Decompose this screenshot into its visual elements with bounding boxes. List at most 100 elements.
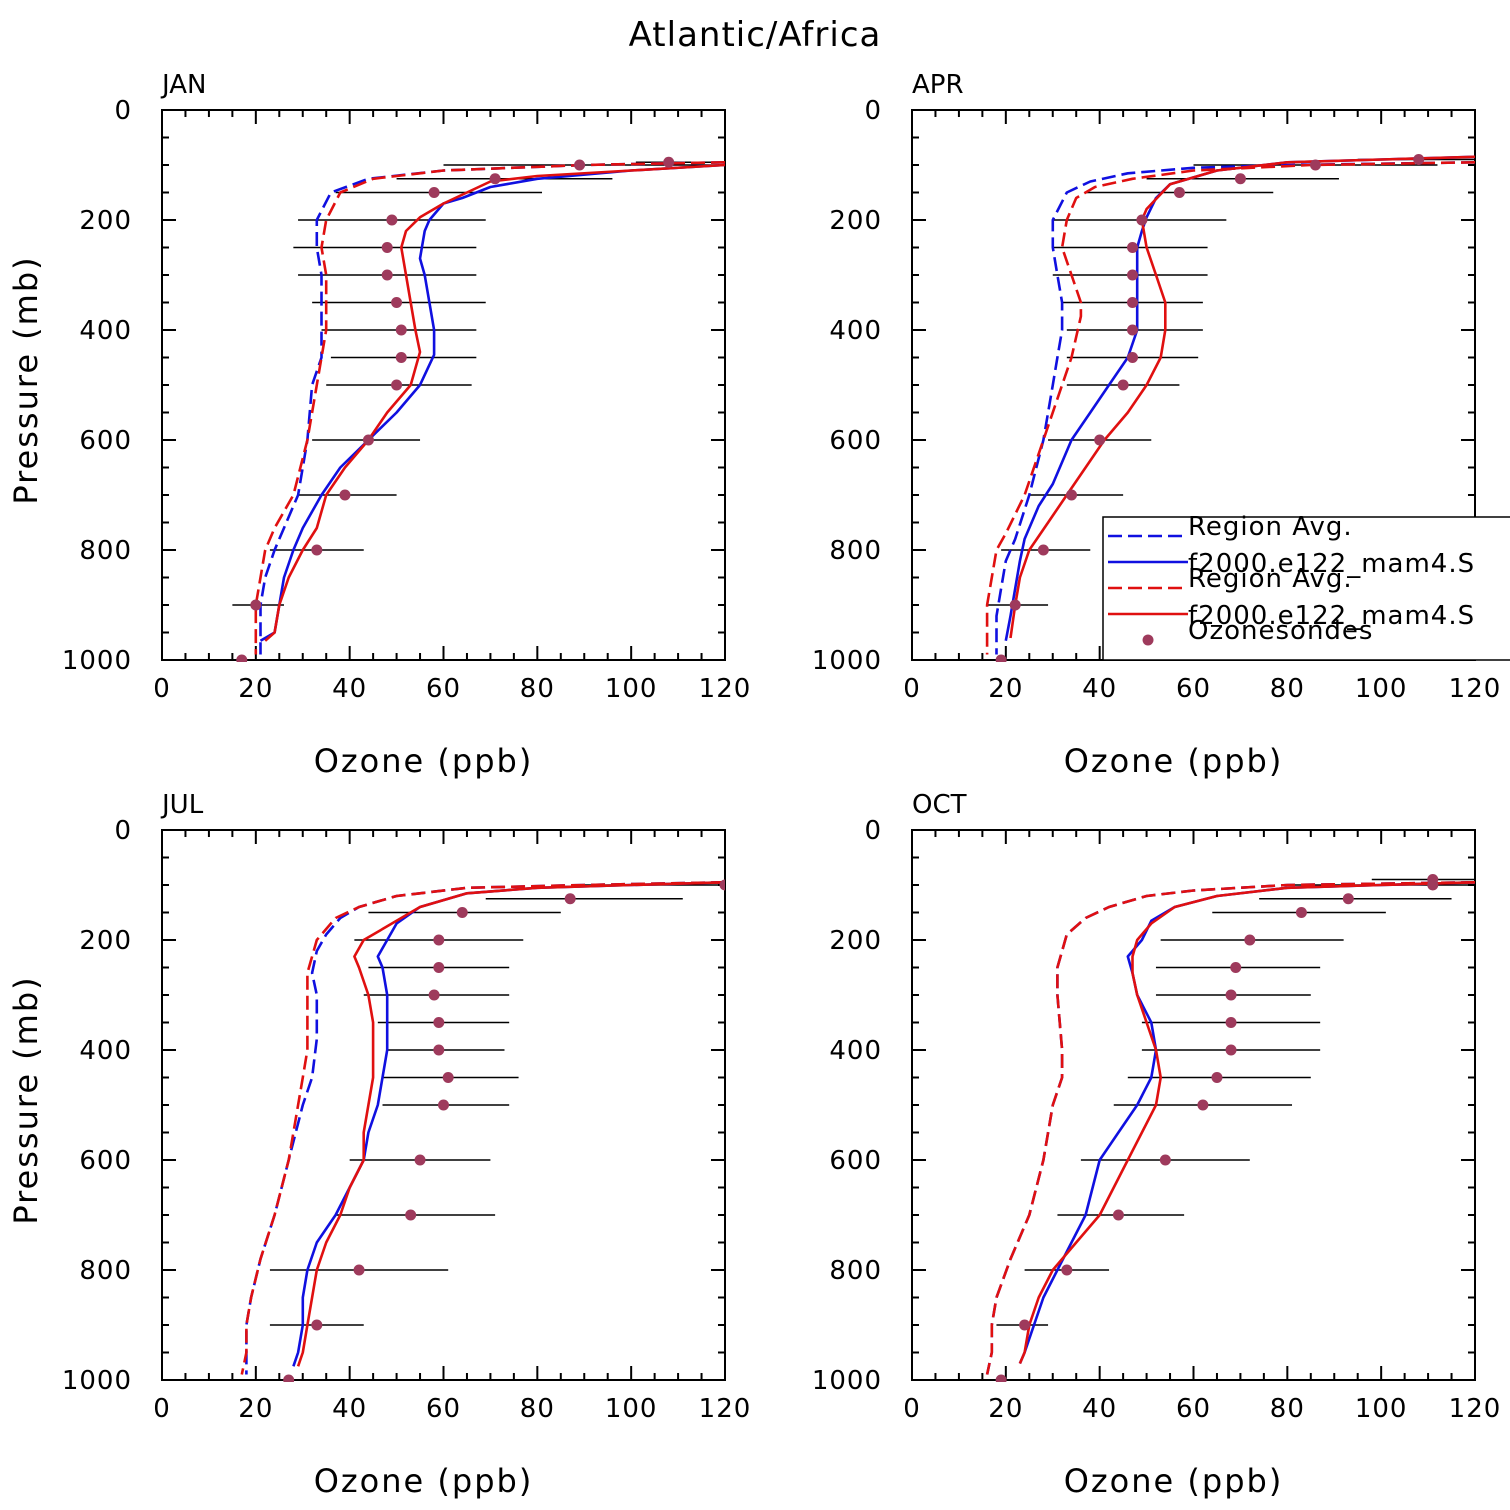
x-axis-label: Ozone (ppb)	[1064, 742, 1284, 780]
panel-title: JAN	[160, 70, 206, 100]
obs-point	[1127, 352, 1139, 363]
obs-point	[1211, 1072, 1223, 1083]
x-tick-label: 20	[238, 1394, 273, 1424]
obs-point	[1019, 1319, 1031, 1331]
obs-point	[381, 242, 393, 253]
y-tick-label: 600	[829, 426, 882, 456]
x-tick-label: 40	[1082, 674, 1117, 704]
obs-point	[433, 962, 445, 973]
x-tick-label: 60	[1176, 1394, 1211, 1424]
obs-point	[995, 654, 1007, 662]
x-tick-label: 20	[238, 674, 273, 704]
obs-point	[1225, 1044, 1237, 1056]
obs-point	[1225, 1017, 1237, 1028]
obs-point	[395, 324, 407, 336]
x-tick-label: 20	[988, 674, 1023, 704]
x-tick-label: 100	[1355, 674, 1408, 704]
y-tick-label: 1000	[62, 646, 132, 676]
legend-marker	[1142, 634, 1154, 646]
x-tick-label: 20	[988, 1394, 1023, 1424]
x-tick-label: 100	[605, 1394, 658, 1424]
obs-point	[1159, 1154, 1171, 1166]
obs-point	[1037, 544, 1049, 556]
obs-point	[433, 1017, 445, 1028]
obs-point	[362, 434, 374, 446]
obs-point	[456, 907, 468, 918]
y-tick-label: 0	[864, 96, 882, 126]
x-tick-label: 0	[153, 674, 171, 704]
obs-point	[433, 1044, 445, 1056]
y-tick-label: 800	[79, 536, 132, 566]
series-line-4	[296, 881, 725, 1367]
plot-area	[240, 879, 725, 1382]
x-axis-label: Ozone (ppb)	[314, 742, 534, 780]
y-axis-label: Pressure (mb)	[7, 255, 45, 504]
x-tick-label: 120	[1449, 674, 1502, 704]
obs-point	[1136, 214, 1148, 226]
legend-label: Region Avg.	[1188, 564, 1353, 594]
x-tick-label: 0	[903, 674, 921, 704]
obs-point	[1295, 907, 1307, 918]
series-line-4	[1018, 881, 1475, 1365]
obs-point	[1127, 269, 1139, 281]
obs-point	[1173, 187, 1185, 198]
x-tick-label: 120	[699, 1394, 752, 1424]
obs-point	[311, 1319, 323, 1331]
y-tick-label: 600	[79, 1146, 132, 1176]
obs-point	[1234, 173, 1246, 185]
y-tick-label: 800	[829, 1256, 882, 1286]
obs-point	[663, 156, 675, 168]
x-tick-label: 80	[1270, 674, 1305, 704]
obs-point	[995, 1374, 1007, 1382]
obs-point	[386, 214, 398, 226]
panel-title: JUL	[160, 790, 204, 820]
panel-jul: JUL 0 20 40 60 80 100 120 0 200 400 600 800 1000 Ozone…	[7, 790, 752, 1500]
obs-point	[1413, 154, 1425, 165]
panel-jan: JAN 0 20 40 60 80 100 120 0 200 400 600 800 1000 Ozone…	[7, 70, 752, 780]
obs-point	[1225, 989, 1237, 1001]
series-line-1	[245, 881, 725, 1375]
x-tick-label: 40	[1082, 1394, 1117, 1424]
x-tick-label: 120	[699, 674, 752, 704]
plot-area	[977, 874, 1475, 1382]
x-tick-label: 60	[426, 1394, 461, 1424]
x-tick-label: 100	[605, 674, 658, 704]
obs-point	[391, 297, 403, 308]
obs-point	[1309, 159, 1321, 171]
y-axis-label: Pressure (mb)	[7, 975, 45, 1224]
y-tick-label: 800	[829, 536, 882, 566]
figure-title: Atlantic/Africa	[629, 15, 882, 55]
x-tick-label: 40	[332, 1394, 367, 1424]
legend-label: f2000.e122_mam4.S	[1188, 601, 1475, 631]
obs-point	[1127, 297, 1139, 308]
series-line-4	[1009, 155, 1475, 639]
y-tick-label: 200	[829, 926, 882, 956]
obs-point	[1244, 934, 1256, 946]
obs-point	[311, 544, 323, 556]
obs-point	[428, 989, 440, 1001]
obs-point	[1061, 1264, 1073, 1276]
panel-title: APR	[912, 70, 964, 100]
obs-point	[236, 654, 248, 662]
x-tick-label: 0	[153, 1394, 171, 1424]
panel-apr: APR 0 20 40 60 80 100 120 0 200 400 600 800 1000 Ozone…	[812, 70, 1510, 780]
y-tick-label: 600	[829, 1146, 882, 1176]
legend-label: Region Avg.	[1188, 512, 1353, 542]
series-line-2	[259, 163, 725, 642]
y-tick-label: 1000	[812, 1366, 882, 1396]
series-line-3	[985, 881, 1475, 1375]
legend-label: Ozonesondes	[1188, 616, 1373, 646]
x-axis-label: Ozone (ppb)	[314, 1462, 534, 1500]
y-tick-label: 0	[114, 816, 132, 846]
obs-point	[353, 1264, 365, 1276]
obs-point	[283, 1374, 295, 1382]
y-tick-label: 0	[864, 816, 882, 846]
x-tick-label: 80	[1270, 1394, 1305, 1424]
obs-point	[1117, 379, 1129, 391]
obs-point	[395, 352, 407, 363]
panel-oct: OCT 0 20 40 60 80 100 120 0 200 400 600 800 1000 Ozone…	[812, 790, 1502, 1500]
obs-point	[428, 187, 440, 198]
x-tick-label: 120	[1449, 1394, 1502, 1424]
obs-point	[564, 893, 576, 905]
